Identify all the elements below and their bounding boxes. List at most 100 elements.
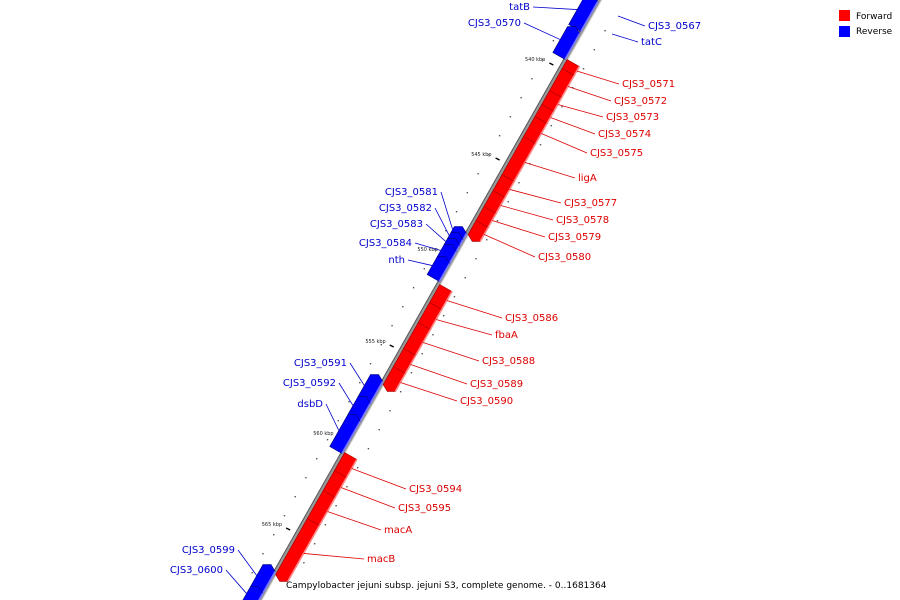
minor-tick xyxy=(303,562,305,564)
gene-label-leader xyxy=(524,162,576,179)
gene-label-cjs3-0578[interactable]: CJS3_0578 xyxy=(556,215,609,226)
gene-label-cjs3-0579[interactable]: CJS3_0579 xyxy=(548,232,601,243)
backbone-line xyxy=(257,0,602,600)
minor-tick xyxy=(443,315,445,317)
minor-tick xyxy=(313,543,316,545)
scale-tick xyxy=(495,157,500,161)
gene-arrow-highlight xyxy=(504,181,515,198)
gene-label-cjs3-0575[interactable]: CJS3_0575 xyxy=(590,148,643,159)
gene-label-leader xyxy=(400,382,458,402)
gene-label-cjs3-0595[interactable]: CJS3_0595 xyxy=(398,503,451,514)
legend-reverse-swatch xyxy=(839,26,850,37)
gene-arrow-highlight xyxy=(341,421,361,454)
minor-tick xyxy=(434,249,436,251)
gene-label-cjs3-0599[interactable]: CJS3_0599 xyxy=(182,545,235,556)
minor-tick xyxy=(509,116,512,118)
minor-tick xyxy=(359,382,361,384)
gene-label-leader xyxy=(325,403,340,431)
gene-label-cjs3-0588[interactable]: CJS3_0588 xyxy=(482,356,535,367)
minor-tick xyxy=(486,239,488,241)
minor-tick xyxy=(561,106,563,108)
gene-label-leader xyxy=(237,549,258,576)
scale-tick-label: 555 kbp xyxy=(365,339,385,345)
gene-label-cjs3-0590[interactable]: CJS3_0590 xyxy=(460,396,513,407)
gene-label-cjs3-0600[interactable]: CJS3_0600 xyxy=(170,565,223,576)
gene-label-leader xyxy=(541,133,588,154)
gene-label-cjs3-0591[interactable]: CJS3_0591 xyxy=(294,358,347,369)
gene-label-cjs3-0574[interactable]: CJS3_0574 xyxy=(598,129,651,140)
gene-arrow-macb[interactable] xyxy=(275,518,320,582)
gene-label-cjs3-0567[interactable]: CJS3_0567 xyxy=(648,21,701,32)
gene-label-cjs3-0583[interactable]: CJS3_0583 xyxy=(370,219,423,230)
gene-arrow-highlight xyxy=(462,233,468,240)
gene-arrow-highlight xyxy=(448,251,458,264)
minor-tick xyxy=(423,268,426,270)
gene-label-leader xyxy=(351,468,407,490)
gene-block[interactable] xyxy=(275,518,321,582)
gene-block[interactable] xyxy=(426,256,451,282)
minor-tick xyxy=(518,182,520,184)
gene-label-macb[interactable]: macB xyxy=(367,554,395,565)
gene-label-leader xyxy=(425,223,447,242)
gene-arrow-highlight xyxy=(459,239,464,246)
scale-tick-label: 565 kbp xyxy=(262,522,282,528)
gene-label-tatb[interactable]: tatB xyxy=(509,2,530,13)
minor-tick xyxy=(389,410,391,412)
minor-tick xyxy=(367,448,370,450)
minor-tick xyxy=(251,572,253,574)
minor-tick xyxy=(552,40,555,42)
minor-tick xyxy=(346,486,348,488)
gene-label-tatc[interactable]: tatC xyxy=(641,37,662,48)
gene-label-leader xyxy=(550,117,596,135)
map-caption: Campylobacter jejuni subsp. jejuni S3, c… xyxy=(286,581,607,591)
minor-tick xyxy=(445,230,447,232)
minor-tick xyxy=(604,30,606,32)
gene-label-leader xyxy=(446,300,503,319)
gene-label-cjs3-0571[interactable]: CJS3_0571 xyxy=(622,79,675,90)
gene-label-liga[interactable]: ligA xyxy=(578,173,597,184)
gene-label-cjs3-0581[interactable]: CJS3_0581 xyxy=(385,187,438,198)
minor-tick xyxy=(466,192,469,194)
minor-tick xyxy=(550,125,552,127)
gene-arrow-highlight xyxy=(564,33,581,60)
gene-arrow-highlight xyxy=(580,1,599,32)
minor-tick xyxy=(498,135,501,137)
minor-tick xyxy=(421,353,423,355)
gene-label-leader xyxy=(576,70,620,85)
minor-tick xyxy=(326,439,329,441)
gene-label-cjs3-0592[interactable]: CJS3_0592 xyxy=(283,378,336,389)
gene-label-nth[interactable]: nth xyxy=(388,255,405,266)
gene-label-leader xyxy=(440,191,454,230)
minor-tick xyxy=(410,372,413,374)
gene-arrow-highlight xyxy=(369,381,384,404)
gene-label-dsbd[interactable]: dsbD xyxy=(297,399,323,410)
gene-label-cjs3-0577[interactable]: CJS3_0577 xyxy=(564,198,617,209)
gene-label-cjs3-0573[interactable]: CJS3_0573 xyxy=(606,112,659,123)
gene-label-leader xyxy=(407,259,433,266)
gene-label-fbaa[interactable]: fbaA xyxy=(495,330,518,341)
minor-tick xyxy=(399,391,402,393)
gene-block[interactable] xyxy=(242,586,264,600)
gene-arrow-highlight xyxy=(513,143,537,182)
gene-label-maca[interactable]: macA xyxy=(384,525,412,536)
minor-tick xyxy=(283,515,286,517)
minor-tick xyxy=(273,534,275,536)
gene-label-leader xyxy=(340,487,396,509)
gene-label-cjs3-0594[interactable]: CJS3_0594 xyxy=(409,484,462,495)
gene-label-cjs3-0589[interactable]: CJS3_0589 xyxy=(470,379,523,390)
minor-tick xyxy=(541,59,544,61)
gene-arrow-highlight xyxy=(415,329,432,356)
gene-label-cjs3-0580[interactable]: CJS3_0580 xyxy=(538,252,591,263)
gene-label-cjs3-0586[interactable]: CJS3_0586 xyxy=(505,313,558,324)
minor-tick xyxy=(453,296,456,298)
gene-label-cjs3-0570[interactable]: CJS3_0570 xyxy=(468,18,521,29)
minor-tick xyxy=(348,401,350,403)
gene-label-leader xyxy=(410,364,468,385)
gene-label-leader xyxy=(435,319,493,336)
gene-label-leader xyxy=(422,342,480,362)
gene-label-cjs3-0584[interactable]: CJS3_0584 xyxy=(359,238,412,249)
gene-label-leader xyxy=(338,382,354,406)
gene-label-cjs3-0572[interactable]: CJS3_0572 xyxy=(614,96,667,107)
gene-label-cjs3-0582[interactable]: CJS3_0582 xyxy=(379,203,432,214)
